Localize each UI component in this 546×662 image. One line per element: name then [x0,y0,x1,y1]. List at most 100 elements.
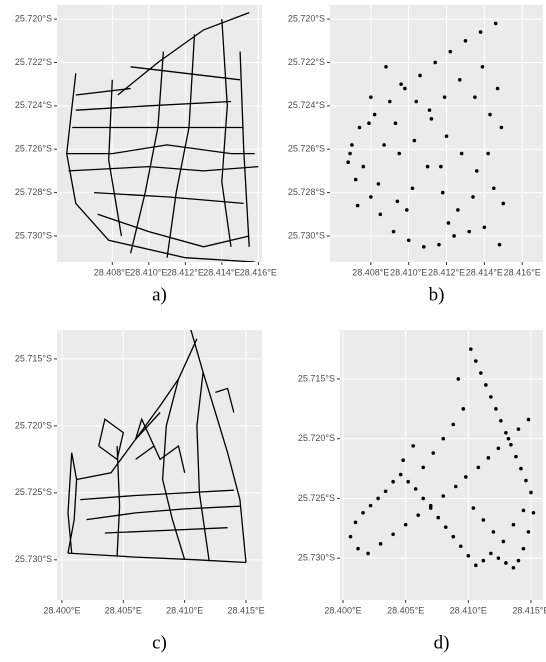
point [392,230,396,234]
point [500,126,504,130]
point [366,552,370,556]
panel-caption: c) [152,632,167,653]
point [394,121,398,125]
point [436,516,440,520]
y-tick-label: 25.722°S [15,57,52,67]
point [452,234,456,238]
point [509,443,513,447]
map-panel: 28.408°E28.410°E28.412°E28.414°E28.416°E… [15,5,277,305]
point [486,152,490,156]
point [384,65,388,69]
y-tick-label: 25.730°S [15,554,52,564]
point [517,427,521,431]
point [407,239,411,243]
point [502,540,506,544]
point [391,480,395,484]
point [421,497,425,501]
y-tick-label: 25.730°S [15,230,52,240]
point [356,547,360,551]
point [487,456,491,460]
x-tick-label: 28.415°E [227,605,264,615]
point [430,117,434,121]
point [354,178,358,182]
x-tick-label: 28.410°E [390,267,427,277]
point [524,479,528,483]
y-tick-label: 25.720°S [288,13,325,23]
point [494,22,498,26]
point [522,547,526,551]
point [433,61,437,65]
point [406,480,410,484]
point [456,208,460,212]
x-tick-label: 28.414°E [203,267,240,277]
point [474,564,478,568]
point [479,371,483,375]
point [507,437,511,441]
point [401,458,405,462]
point [346,160,350,164]
point [444,525,448,529]
point [439,165,443,169]
point [464,39,468,43]
point [367,121,371,125]
x-tick-label: 28.400°E [43,605,80,615]
point [451,423,455,427]
point [462,407,466,411]
point [361,511,365,515]
point [504,561,508,565]
panel-caption: b) [429,284,445,305]
point [482,559,486,563]
point [445,134,449,138]
figure: 28.408°E28.410°E28.412°E28.414°E28.416°E… [0,0,546,662]
point [456,377,460,381]
point [426,165,430,169]
panel-caption: a) [152,284,167,305]
point [460,152,464,156]
point [404,523,408,527]
point [377,182,381,186]
point [482,518,486,522]
point [472,506,476,510]
point [441,494,445,498]
point [464,475,468,479]
point [348,152,352,156]
point [483,225,487,229]
point [405,208,409,212]
point [376,497,380,501]
point [350,143,354,147]
x-tick-label: 28.416°E [240,267,277,277]
point [414,487,418,491]
point [479,30,483,34]
point [358,126,362,130]
point [373,113,377,117]
panel-background [57,5,262,262]
y-tick-label: 25.724°S [15,100,52,110]
point [512,523,516,527]
page: {"chart_data": [ {"type": "line", "capti… [0,0,546,662]
x-tick-label: 28.405°E [387,605,424,615]
point [388,100,392,104]
x-tick-label: 28.408°E [94,267,131,277]
x-tick-label: 28.408°E [352,267,389,277]
point [396,199,400,203]
y-tick-label: 25.728°S [288,187,325,197]
point [413,139,417,143]
point [454,485,458,489]
y-tick-label: 25.724°S [288,100,325,110]
point [471,195,475,199]
y-tick-label: 25.726°S [15,144,52,154]
x-tick-label: 28.415°E [512,605,546,615]
y-tick-label: 25.715°S [298,373,335,383]
y-tick-label: 25.725°S [15,487,52,497]
point [532,511,536,515]
point [382,143,386,147]
point [501,202,505,206]
x-tick-label: 28.414°E [466,267,503,277]
point [484,383,488,387]
point [399,82,403,86]
point [379,212,383,216]
point [369,95,373,99]
y-tick-label: 25.715°S [15,353,52,363]
